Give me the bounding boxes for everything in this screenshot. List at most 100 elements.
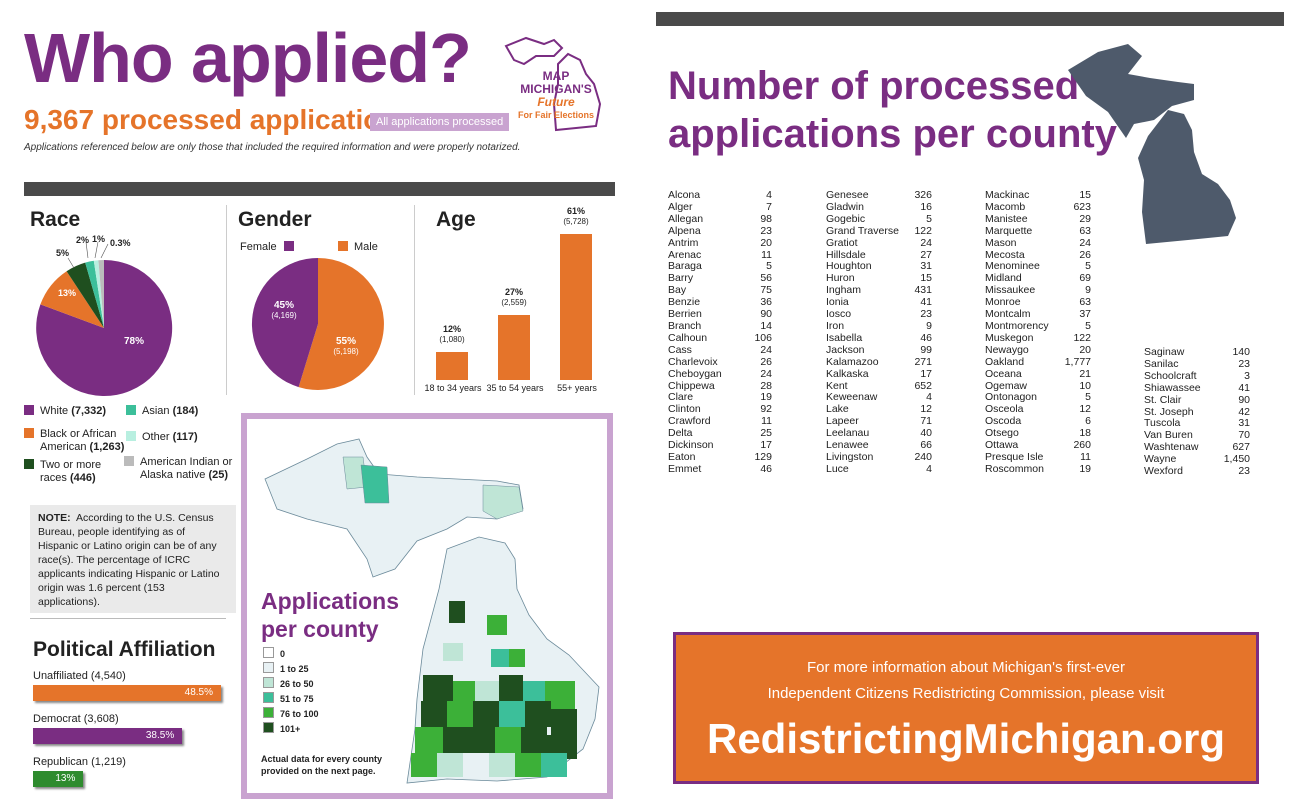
- legend-label: 101+: [280, 724, 301, 734]
- county-count: 19: [760, 391, 772, 404]
- county-count: 14: [760, 319, 772, 332]
- county-count: 29: [1079, 212, 1091, 225]
- gender-legend-male: Male: [338, 241, 378, 254]
- county-count: 28: [760, 379, 772, 392]
- county-column-1: Alcona 4 Alger 7 Allegan 98 Alpena 23 Antrim 20 Ar…: [668, 189, 772, 476]
- map-legend-item: 26 to 50: [263, 677, 319, 692]
- county-count: 69: [1079, 272, 1091, 285]
- county-name: Branch: [668, 319, 702, 332]
- county-name: Montmorency: [985, 319, 1049, 332]
- county-row: Leelanau 40: [826, 427, 932, 440]
- county-name: Charlevoix: [668, 355, 718, 368]
- county-row: Genesee 326: [826, 189, 932, 202]
- gender-legend-female: Female: [240, 241, 300, 254]
- political-bar: 13%: [33, 771, 84, 787]
- county-count: 31: [920, 260, 932, 273]
- county-row: Dickinson 17: [668, 439, 772, 452]
- county-name: Isabella: [826, 331, 863, 344]
- county-name: Mackinac: [985, 189, 1030, 201]
- county-name: Macomb: [985, 200, 1026, 213]
- county-row: Ottawa 260: [985, 439, 1091, 452]
- county-count: 90: [1238, 393, 1250, 406]
- county-count: 24: [1079, 236, 1091, 249]
- county-name: Lenawee: [826, 439, 869, 452]
- county-row: Alpena 23: [668, 225, 772, 238]
- race-pie-chart: 78% 13% 5% 2% 1% 0.3%: [36, 234, 173, 396]
- county-name: Allegan: [668, 212, 704, 225]
- info-line-1: For more information about Michigan's fi…: [807, 659, 1125, 676]
- county-row: Muskegon 122: [985, 332, 1091, 345]
- county-row: Newaygo 20: [985, 343, 1091, 357]
- county-row: Mecosta 26: [985, 249, 1091, 262]
- county-name: Ingham: [826, 284, 862, 297]
- county-count: 63: [1079, 224, 1091, 237]
- county-row: Macomb 623: [985, 200, 1091, 214]
- county-row: Isabella 46: [826, 331, 932, 345]
- age-bar: [498, 314, 530, 380]
- race-legend-black: Black or African American (1,263): [24, 428, 138, 454]
- county-row: Clare 19: [668, 392, 772, 404]
- county-row: Clinton 92: [668, 403, 772, 416]
- county-count: 41: [920, 296, 932, 309]
- county-count: 7: [766, 200, 772, 213]
- map-footnote: Actual data for every county provided on…: [261, 754, 383, 776]
- county-count: 98: [760, 212, 772, 225]
- map-legend-item: 76 to 100: [263, 707, 319, 722]
- county-row: Alger 7: [668, 200, 772, 214]
- county-name: Washtenaw: [1144, 441, 1199, 454]
- county-row: Ogemaw 10: [985, 380, 1091, 393]
- county-name: Presque Isle: [985, 450, 1044, 463]
- map-legend-item: 51 to 75: [263, 692, 319, 707]
- county-row: Otsego 18: [985, 427, 1091, 440]
- county-name: Clinton: [668, 403, 701, 416]
- county-name: Van Buren: [1144, 429, 1193, 442]
- county-count: 23: [1238, 357, 1250, 370]
- county-row: Osceola 12: [985, 403, 1091, 416]
- county-name: Berrien: [668, 308, 702, 321]
- county-count: 46: [920, 331, 932, 344]
- political-bar: 38.5%: [33, 728, 183, 744]
- michigan-silhouette-icon: [1068, 44, 1236, 244]
- gender-male-pct: 55%: [336, 336, 356, 347]
- county-count: 11: [761, 415, 772, 428]
- county-count: 23: [920, 308, 932, 321]
- county-name: Iosco: [826, 308, 852, 321]
- county-count: 1,777: [1064, 355, 1091, 368]
- all-applications-badge: All applications processed: [370, 113, 510, 131]
- county-name: Bay: [668, 284, 687, 297]
- county-name: St. Joseph: [1144, 405, 1194, 418]
- county-name: Houghton: [826, 260, 872, 273]
- race-legend-white: White (7,332): [24, 405, 119, 418]
- county-count: 623: [1073, 200, 1091, 213]
- race-legend-two: Two or more races (446): [24, 459, 130, 485]
- county-count: 23: [1238, 465, 1250, 478]
- county-count: 42: [1238, 405, 1250, 418]
- county-row: Van Buren 70: [1144, 429, 1250, 442]
- county-row: Lenawee 66: [826, 439, 932, 452]
- county-name: Roscommon: [985, 462, 1044, 475]
- county-row: Montcalm 37: [985, 308, 1091, 321]
- county-count: 18: [1079, 427, 1091, 440]
- age-bar-label: 18 to 34 years: [424, 383, 482, 393]
- county-count: 46: [760, 462, 772, 475]
- county-count: 627: [1232, 441, 1250, 454]
- map-title: Applications per county: [261, 588, 400, 642]
- county-name: Otsego: [985, 427, 1019, 440]
- county-name: Antrim: [668, 236, 699, 249]
- county-name: Marquette: [985, 224, 1033, 237]
- website-link[interactable]: RedistrictingMichigan.org: [706, 715, 1226, 762]
- county-name: Monroe: [985, 296, 1021, 309]
- legend-swatch: [263, 647, 274, 658]
- county-name: Eaton: [668, 450, 696, 463]
- county-name: Kent: [826, 379, 848, 392]
- legend-swatch: [263, 722, 274, 733]
- map-legend: 0 1 to 25 26 to 50 51 to 75 76 to 100 101+: [263, 647, 319, 737]
- logo-line-4: For Fair Elections: [517, 110, 595, 120]
- county-row: Monroe 63: [985, 296, 1091, 309]
- county-name: Delta: [668, 427, 693, 440]
- county-count: 20: [1079, 343, 1091, 356]
- county-row: Lake 12: [826, 403, 932, 416]
- county-row: Benzie 36: [668, 296, 772, 309]
- age-bar-pct: 12%: [442, 324, 461, 335]
- county-name: Gladwin: [826, 200, 864, 213]
